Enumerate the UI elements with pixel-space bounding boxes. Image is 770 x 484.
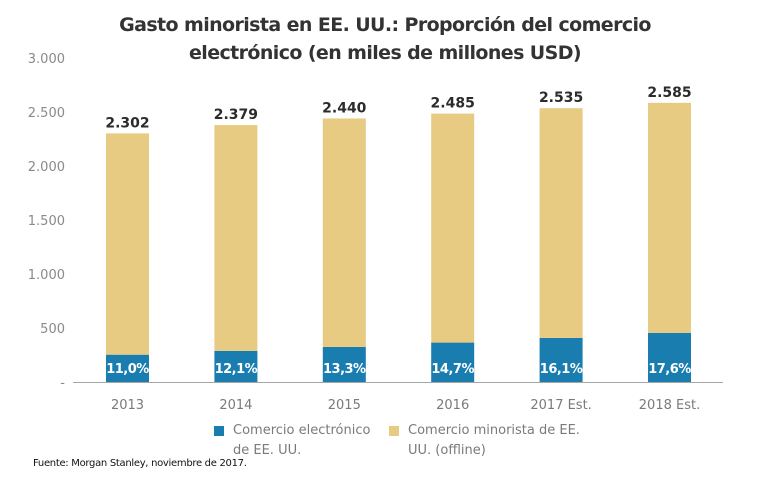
share-label: 13,3%	[323, 362, 366, 377]
x-tick-label: 2016	[436, 398, 469, 413]
x-tick-label: 2018 Est.	[639, 398, 700, 413]
source-note: Fuente: Morgan Stanley, noviembre de 201…	[33, 458, 247, 469]
bar-offline	[322, 118, 366, 347]
share-label: 14,7%	[431, 362, 474, 377]
total-label: 2.302	[105, 115, 149, 131]
legend-label-offline-1: Comercio minorista de EE.	[408, 423, 580, 438]
bar-offline	[648, 102, 691, 333]
legend-label-ecommerce-1: Comercio electrónico	[233, 423, 371, 438]
total-label: 2.485	[431, 96, 475, 112]
bar-offline	[214, 125, 258, 351]
bar-ecommerce	[431, 342, 475, 382]
bar-ecommerce	[214, 350, 258, 382]
total-label: 2.535	[539, 90, 583, 106]
legend-swatch-offline	[389, 426, 399, 436]
chart-title-line-1: Gasto minorista en EE. UU.: Proporción d…	[119, 14, 651, 36]
total-label: 2.440	[322, 100, 367, 116]
share-label: 11,0%	[106, 362, 149, 377]
share-label: 17,6%	[648, 362, 691, 377]
bar-offline	[106, 133, 149, 355]
legend-swatch-ecommerce	[214, 426, 224, 436]
chart-title-line-2: electrónico (en miles de millones USD)	[189, 42, 582, 64]
bar-offline	[431, 113, 475, 343]
share-label: 16,1%	[540, 362, 583, 377]
x-tick-label: 2013	[111, 398, 144, 413]
y-tick-label: 1.000	[28, 268, 65, 283]
x-tick-label: 2014	[219, 398, 252, 413]
bar-ecommerce	[648, 332, 691, 382]
bar-ecommerce	[106, 354, 149, 382]
y-tick-label: 2.500	[28, 106, 65, 121]
bar-offline	[539, 108, 583, 338]
x-tick-label: 2017 Est.	[530, 398, 591, 413]
y-tick-label: 1.500	[28, 214, 65, 229]
legend-label-ecommerce-2: de EE. UU.	[233, 443, 302, 458]
total-label: 2.379	[214, 107, 258, 123]
bar-ecommerce	[539, 337, 583, 382]
legend-label-offline-2: UU. (offline)	[408, 443, 486, 458]
y-tick-label: -	[60, 376, 65, 391]
total-label: 2.585	[647, 85, 691, 101]
y-tick-label: 500	[40, 322, 65, 337]
y-tick-label: 2.000	[28, 160, 65, 175]
x-tick-label: 2015	[328, 398, 361, 413]
share-label: 12,1%	[215, 362, 258, 377]
y-tick-label: 3.000	[28, 52, 65, 67]
bar-ecommerce	[322, 346, 366, 382]
